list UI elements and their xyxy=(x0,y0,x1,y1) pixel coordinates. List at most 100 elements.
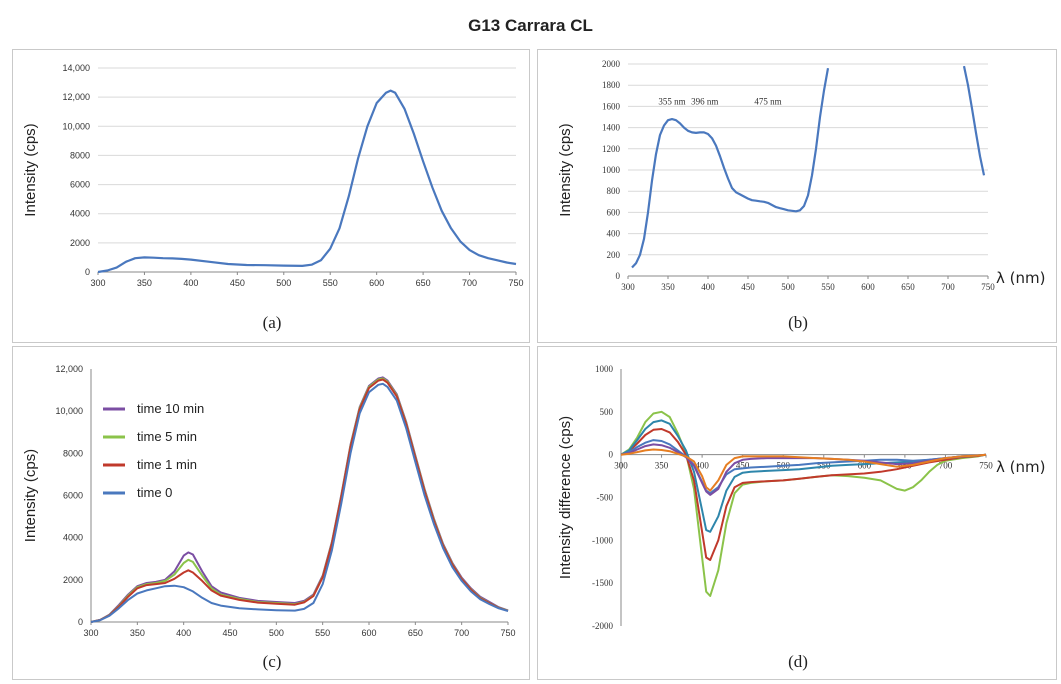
y-tick-label-c-1: 2000 xyxy=(63,575,83,585)
x-tick-label-b-6: 600 xyxy=(861,282,875,292)
x-tick-label-a-6: 600 xyxy=(369,278,384,288)
y-tick-label-d-1: -1500 xyxy=(592,578,613,588)
y-tick-label-b-6: 1200 xyxy=(602,144,621,154)
panel-d: 300 350 400 450 500 550 600 650 700 750 -2000 -1500… xyxy=(537,346,1057,680)
x-tick-label-b-1: 350 xyxy=(661,282,675,292)
x-tick-label-a-3: 450 xyxy=(230,278,245,288)
y-tick-label-a-5: 10,000 xyxy=(62,121,90,131)
x-tick-label-c-3: 450 xyxy=(222,628,237,638)
legend-label-0: time 10 min xyxy=(137,401,204,416)
series-line-d-4 xyxy=(620,443,987,496)
series-line-b-0 xyxy=(631,68,830,269)
figure-title: G13 Carrara CL xyxy=(468,16,593,35)
x-tick-label-d-3: 450 xyxy=(736,461,750,471)
chart-b-svg: 300 350 400 450 500 550 600 650 700 750 0 200 400 600… xyxy=(557,59,1045,332)
chart-c-svg: 300 350 400 450 500 550 600 650 700 750 0 2000 4000 6… xyxy=(22,364,516,671)
y-tick-label-d-2: -1000 xyxy=(592,535,613,545)
y-tick-label-a-6: 12,000 xyxy=(62,92,90,102)
x-tick-label-b-5: 550 xyxy=(821,282,835,292)
y-axis-label-d: Intensity difference (cps) xyxy=(557,416,574,579)
x-tick-label-c-9: 750 xyxy=(500,628,515,638)
legend-label-1: time 5 min xyxy=(137,429,197,444)
y-tick-label-a-7: 14,000 xyxy=(62,63,90,73)
x-tick-label-c-0: 300 xyxy=(83,628,98,638)
y-tick-label-b-0: 0 xyxy=(616,271,621,281)
x-tick-label-c-2: 400 xyxy=(176,628,191,638)
x-tick-label-c-8: 700 xyxy=(454,628,469,638)
y-tick-label-d-0: -2000 xyxy=(592,621,613,631)
series-line-d-5 xyxy=(620,448,987,492)
x-tick-label-d-1: 350 xyxy=(655,461,669,471)
y-axis-label-b: Intensity (cps) xyxy=(557,123,574,216)
y-tick-label-b-9: 1800 xyxy=(602,80,621,90)
series-line-a-0 xyxy=(97,89,517,274)
series-line-d-3 xyxy=(620,439,987,495)
x-tick-label-b-7: 650 xyxy=(901,282,915,292)
x-tick-label-a-7: 650 xyxy=(416,278,431,288)
y-tick-label-b-4: 800 xyxy=(607,186,621,196)
y-tick-label-a-1: 2000 xyxy=(70,238,90,248)
y-tick-label-c-2: 4000 xyxy=(63,533,83,543)
y-tick-label-b-5: 1000 xyxy=(602,165,621,175)
y-tick-label-a-3: 6000 xyxy=(70,180,90,190)
x-tick-label-a-2: 400 xyxy=(183,278,198,288)
y-tick-label-b-10: 2000 xyxy=(602,59,621,69)
x-tick-label-b-3: 450 xyxy=(741,282,755,292)
y-tick-label-c-0: 0 xyxy=(78,617,83,627)
x-tick-label-c-1: 350 xyxy=(130,628,145,638)
x-tick-label-d-2: 400 xyxy=(695,461,709,471)
x-tick-label-d-6: 600 xyxy=(858,461,872,471)
x-tick-label-b-8: 700 xyxy=(941,282,955,292)
y-axis-label-a: Intensity (cps) xyxy=(22,123,39,216)
y-tick-label-d-4: 0 xyxy=(609,450,614,460)
annotation-b-1: 396 nm xyxy=(691,96,718,106)
y-tick-label-b-7: 1400 xyxy=(602,123,621,133)
y-tick-label-a-4: 8000 xyxy=(70,150,90,160)
x-tick-label-d-0: 300 xyxy=(614,461,628,471)
x-tick-label-b-0: 300 xyxy=(621,282,635,292)
y-tick-label-d-5: 500 xyxy=(600,407,614,417)
y-tick-label-c-4: 8000 xyxy=(63,448,83,458)
y-tick-label-d-3: -500 xyxy=(597,493,614,503)
panel-c: 300 350 400 450 500 550 600 650 700 750 0 2000 4000 6… xyxy=(12,346,530,680)
x-tick-label-a-8: 700 xyxy=(462,278,477,288)
annotation-b-0: 355 nm xyxy=(658,96,685,106)
x-tick-label-a-4: 500 xyxy=(276,278,291,288)
x-axis-label-b: λ (nm) xyxy=(996,269,1045,287)
x-tick-label-a-9: 750 xyxy=(508,278,523,288)
x-tick-label-a-5: 550 xyxy=(323,278,338,288)
x-tick-label-c-4: 500 xyxy=(269,628,284,638)
x-tick-label-c-5: 550 xyxy=(315,628,330,638)
y-tick-label-c-6: 12,000 xyxy=(55,364,83,374)
legend-label-3: time 0 xyxy=(137,485,172,500)
x-tick-label-d-9: 750 xyxy=(979,461,993,471)
panel-caption-c: (c) xyxy=(263,652,282,671)
chart-d-svg: 300 350 400 450 500 550 600 650 700 750-2000-1500… xyxy=(557,364,1045,671)
y-tick-label-b-2: 400 xyxy=(607,229,621,239)
y-axis-label-c: Intensity (cps) xyxy=(22,449,39,542)
legend-label-2: time 1 min xyxy=(137,457,197,472)
y-tick-label-c-3: 6000 xyxy=(63,491,83,501)
y-tick-label-b-3: 600 xyxy=(607,207,621,217)
panel-a: 300 350 400 450 500 550 600 650 700 750 0 2000 4000 6… xyxy=(12,49,530,343)
panel-caption-b: (b) xyxy=(788,313,808,332)
x-tick-label-c-7: 650 xyxy=(408,628,423,638)
x-tick-label-b-9: 750 xyxy=(981,282,995,292)
x-axis-label-d: λ (nm) xyxy=(996,458,1045,476)
x-tick-label-b-4: 500 xyxy=(781,282,795,292)
annotation-b-2: 475 nm xyxy=(754,96,781,106)
series-line-b-1 xyxy=(962,65,986,176)
x-tick-label-c-6: 600 xyxy=(361,628,376,638)
series-line-d-1 xyxy=(620,428,987,561)
y-tick-label-c-5: 10,000 xyxy=(55,406,83,416)
chart-a-svg: 300 350 400 450 500 550 600 650 700 750 0 2000 4000 6… xyxy=(22,63,524,332)
y-tick-label-a-0: 0 xyxy=(85,267,90,277)
series-line-d-2 xyxy=(620,419,987,533)
y-tick-label-b-1: 200 xyxy=(607,250,621,260)
y-tick-label-a-2: 4000 xyxy=(70,209,90,219)
x-tick-label-a-0: 300 xyxy=(90,278,105,288)
x-tick-label-d-8: 700 xyxy=(939,461,953,471)
x-tick-label-a-1: 350 xyxy=(137,278,152,288)
panel-b: 300 350 400 450 500 550 600 650 700 750 0 200 400 600… xyxy=(537,49,1057,343)
x-tick-label-b-2: 400 xyxy=(701,282,715,292)
